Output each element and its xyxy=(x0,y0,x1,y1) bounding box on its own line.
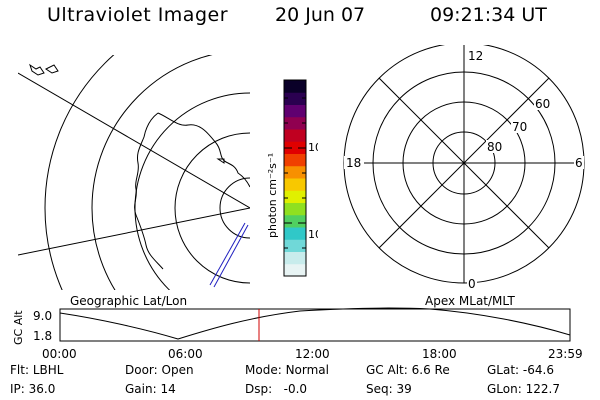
colorbar-unit-label: photon cm⁻²s⁻¹ xyxy=(266,153,279,238)
colorbar-swatch xyxy=(284,227,306,240)
island-outline xyxy=(29,63,45,76)
colorbar-swatch xyxy=(284,153,306,167)
magnetic-polar-plot: 12 18 6 0 60 70 80 xyxy=(343,45,585,291)
mlt-label-0: 0 xyxy=(468,277,476,291)
colorbar-swatch xyxy=(284,214,306,228)
colorbar-swatch xyxy=(284,251,306,265)
colorbar-tick-label: 10 xyxy=(308,228,318,241)
status-gc-alt: GC Alt: 6.6 Re xyxy=(366,363,450,377)
timeline-xtick: 00:00 xyxy=(42,347,77,361)
latitude-circle xyxy=(174,132,250,284)
mlat-label-60: 60 xyxy=(535,97,550,111)
status-dsp: Dsp: -0.0 xyxy=(245,382,308,396)
mlt-label-12: 12 xyxy=(468,49,483,63)
time-readout: 09:21:34 UT xyxy=(430,4,547,26)
altitude-timeline: 9.0 1.8 GC Alt 00:00 06:00 12:00 18:00 2… xyxy=(12,307,583,361)
altitude-curve xyxy=(59,307,571,340)
colorbar-swatch xyxy=(284,104,306,118)
coastline xyxy=(134,112,250,270)
timeline-xtick: 23:59 xyxy=(548,347,583,361)
page-title: Ultraviolet Imager xyxy=(47,4,229,26)
meridian-line xyxy=(18,72,250,209)
status-ip: IP: 36.0 xyxy=(10,382,56,396)
latitude-circle xyxy=(91,55,213,290)
status-filter: Flt: LBHL xyxy=(10,363,64,377)
mlat-label-70: 70 xyxy=(512,120,527,134)
colorbar-swatches xyxy=(284,80,306,277)
status-mode: Mode: Normal xyxy=(245,363,329,377)
island-outline xyxy=(216,158,225,164)
latitude-circle xyxy=(44,55,115,290)
colorbar-swatch xyxy=(284,92,306,105)
colorbar-swatch xyxy=(284,263,306,277)
colorbar-ticks xyxy=(284,97,306,249)
colorbar-swatch xyxy=(284,80,306,93)
timeline-frame xyxy=(59,308,571,342)
meridian-line xyxy=(18,207,250,256)
left-panel-label: Geographic Lat/Lon xyxy=(70,294,188,308)
mlt-label-18: 18 xyxy=(346,156,361,170)
imager-boundary xyxy=(209,222,246,286)
right-panel-label: Apex MLat/MLT xyxy=(425,294,515,308)
status-gain: Gain: 14 xyxy=(125,382,176,396)
latitude-circle xyxy=(134,92,250,290)
date-readout: 20 Jun 07 xyxy=(275,4,366,26)
colorbar-swatch xyxy=(284,129,306,142)
colorbar-swatch xyxy=(284,202,306,216)
colorbar-swatch xyxy=(284,165,306,179)
mlt-label-6: 6 xyxy=(575,156,583,170)
colorbar-frame xyxy=(283,79,307,277)
mlt-line xyxy=(378,77,550,249)
geographic-map-panel xyxy=(18,55,250,290)
status-seq: Seq: 39 xyxy=(366,382,412,396)
colorbar: 100 10 photon cm⁻²s⁻¹ xyxy=(266,79,318,277)
timeline-ylabel: GC Alt xyxy=(12,310,25,345)
island-outline xyxy=(45,64,59,74)
colorbar-swatch xyxy=(284,116,306,130)
timeline-xtick: 06:00 xyxy=(168,347,203,361)
colorbar-swatch xyxy=(284,178,306,191)
status-glat: GLat: -64.6 xyxy=(487,363,554,377)
colorbar-swatch xyxy=(284,239,306,252)
imager-boundary xyxy=(213,224,249,288)
timeline-xtick: 18:00 xyxy=(422,347,457,361)
status-door: Door: Open xyxy=(125,363,194,377)
timeline-ytick: 1.8 xyxy=(33,329,52,343)
colorbar-swatch xyxy=(284,141,306,154)
timeline-xtick: 12:00 xyxy=(295,347,330,361)
mlat-label-80: 80 xyxy=(487,140,502,154)
colorbar-tick-label: 100 xyxy=(308,141,318,154)
latitude-circle xyxy=(219,177,250,239)
timeline-ytick: 9.0 xyxy=(33,309,52,323)
colorbar-swatch xyxy=(284,190,306,203)
status-glon: GLon: 122.7 xyxy=(487,382,560,396)
